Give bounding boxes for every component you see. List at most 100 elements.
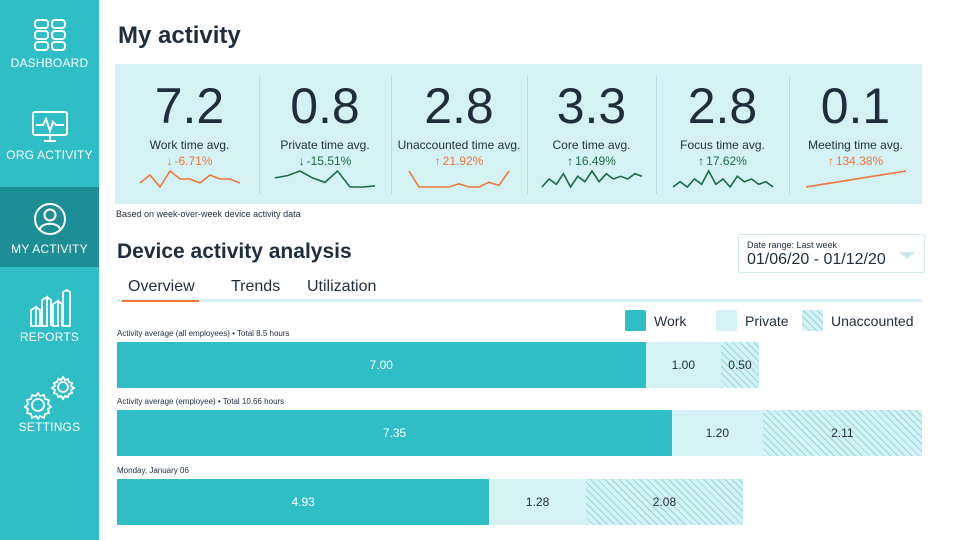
kpi-divider bbox=[259, 76, 260, 194]
tab-utilization[interactable]: Utilization bbox=[307, 278, 377, 295]
arrow-up-icon: ↑ bbox=[698, 154, 705, 168]
kpi-sparkline bbox=[672, 169, 773, 189]
sidebar: DASHBOARD ORG ACTIVITY MY ACTIVITY bbox=[0, 0, 99, 540]
work-segment[interactable]: 7.35 bbox=[117, 410, 673, 456]
kpi-name: Unaccounted time avg. bbox=[397, 138, 521, 152]
arrow-down-icon: ↓ bbox=[166, 154, 173, 168]
kpi-card[interactable]: 7.2 Work time avg. ↓ -6.71% bbox=[120, 64, 259, 204]
legend-unaccounted-label: Unaccounted bbox=[831, 312, 914, 329]
sparkline-path bbox=[139, 169, 240, 189]
tabs-baseline bbox=[117, 299, 922, 302]
kpi-change: ↑ 17.62% bbox=[656, 154, 789, 168]
nav-org-activity[interactable]: ORG ACTIVITY bbox=[0, 110, 99, 168]
sparkline-path bbox=[540, 169, 642, 189]
nav-settings[interactable]: SETTINGS bbox=[0, 374, 99, 440]
gears-icon bbox=[23, 375, 76, 420]
date-range-value: 01/06/20 - 01/12/20 bbox=[747, 251, 886, 268]
legend-work-swatch bbox=[625, 310, 646, 331]
tab-overview[interactable]: Overview bbox=[122, 278, 199, 302]
kpi-divider bbox=[656, 76, 657, 194]
nav-reports[interactable]: REPORTS bbox=[0, 288, 99, 346]
kpi-card[interactable]: 2.8 Unaccounted time avg. ↑ 21.92% bbox=[391, 64, 527, 204]
kpi-change: ↑ 21.92% bbox=[391, 154, 527, 168]
kpi-change: ↑ 134.38% bbox=[789, 154, 922, 168]
work-segment[interactable]: 4.93 bbox=[117, 479, 490, 525]
kpi-sparkline bbox=[139, 169, 240, 189]
kpi-sparkline bbox=[540, 169, 642, 189]
date-range-select[interactable]: Date range: Last week 01/06/20 - 01/12/2… bbox=[738, 234, 925, 273]
analysis-tabs: Overview Trends Utilization bbox=[117, 278, 922, 302]
nav-my-activity[interactable]: MY ACTIVITY bbox=[0, 187, 99, 267]
kpi-card[interactable]: 2.8 Focus time avg. ↑ 17.62% bbox=[656, 64, 789, 204]
chevron-down-icon[interactable] bbox=[899, 252, 915, 259]
kpi-sparkline bbox=[805, 170, 906, 188]
kpi-name: Meeting time avg. bbox=[808, 138, 903, 152]
activity-bar: 7.00 1.00 0.50 bbox=[117, 342, 759, 388]
date-range-label: Date range: Last week bbox=[747, 240, 838, 250]
private-segment[interactable]: 1.28 bbox=[489, 479, 586, 525]
activity-bar: 7.35 1.20 2.11 bbox=[117, 410, 922, 456]
arrow-up-icon: ↑ bbox=[567, 154, 574, 168]
kpi-name: Focus time avg. bbox=[680, 138, 765, 152]
kpi-change-value: 21.92% bbox=[442, 154, 484, 168]
dashboard-icon bbox=[33, 19, 66, 51]
legend-private-label: Private bbox=[745, 312, 789, 329]
kpi-value: 7.2 bbox=[154, 78, 225, 134]
bar-label: Activity average (all employees) • Total… bbox=[117, 329, 290, 338]
kpi-name: Core time avg. bbox=[552, 138, 631, 152]
legend-unaccounted-swatch bbox=[802, 310, 823, 331]
sparkline-path bbox=[672, 169, 773, 189]
kpi-change-value: -6.71% bbox=[174, 154, 213, 168]
arrow-down-icon: ↓ bbox=[298, 154, 305, 168]
bar-chart-icon bbox=[29, 288, 71, 327]
data-source-note: Based on week-over-week device activity … bbox=[116, 209, 301, 219]
bar-label: Monday, January 06 bbox=[117, 466, 189, 475]
kpi-card[interactable]: 0.1 Meeting time avg. ↑ 134.38% bbox=[789, 64, 922, 204]
nav-my-activity-label: MY ACTIVITY bbox=[11, 242, 88, 256]
sparkline-path bbox=[408, 170, 510, 188]
sparkline-path bbox=[274, 169, 376, 188]
monitor-activity-icon bbox=[31, 111, 68, 142]
kpi-change: ↓ -15.51% bbox=[259, 154, 391, 168]
nav-settings-label: SETTINGS bbox=[18, 420, 81, 434]
legend-work-label: Work bbox=[654, 312, 687, 329]
unaccounted-segment[interactable]: 2.08 bbox=[585, 479, 743, 525]
kpi-value: 0.8 bbox=[290, 78, 360, 134]
kpi-change: ↑ 16.49% bbox=[527, 154, 656, 168]
work-segment[interactable]: 7.00 bbox=[117, 342, 646, 388]
legend-private-swatch bbox=[716, 310, 737, 331]
nav-reports-label: REPORTS bbox=[19, 330, 80, 344]
kpi-divider bbox=[789, 76, 790, 194]
kpi-value: 2.8 bbox=[687, 78, 758, 134]
legend-work: Work bbox=[625, 310, 686, 331]
kpi-change-value: 16.49% bbox=[575, 154, 616, 168]
kpi-value: 0.1 bbox=[820, 78, 891, 134]
bar-label: Activity average (employee) • Total 10.6… bbox=[117, 397, 285, 406]
kpi-change-value: 134.38% bbox=[835, 154, 884, 168]
activity-bar: 4.93 1.28 2.08 bbox=[117, 479, 743, 525]
kpi-name: Work time avg. bbox=[149, 138, 230, 152]
kpi-divider bbox=[527, 76, 528, 194]
kpi-sparkline bbox=[408, 170, 510, 188]
kpi-change-value: -15.51% bbox=[306, 154, 352, 168]
section-title: Device activity analysis bbox=[117, 240, 352, 263]
kpi-card[interactable]: 3.3 Core time avg. ↑ 16.49% bbox=[527, 64, 656, 204]
kpi-panel: 7.2 Work time avg. ↓ -6.71% 0.8 Private time … bbox=[115, 64, 922, 204]
unaccounted-segment[interactable]: 2.11 bbox=[762, 410, 922, 456]
legend-unaccounted: Unaccounted bbox=[802, 310, 914, 331]
tab-trends[interactable]: Trends bbox=[231, 278, 281, 295]
kpi-change: ↓ -6.71% bbox=[120, 154, 259, 168]
kpi-change-value: 17.62% bbox=[706, 154, 747, 168]
user-icon bbox=[33, 203, 66, 235]
kpi-card[interactable]: 0.8 Private time avg. ↓ -15.51% bbox=[259, 64, 391, 204]
nav-dashboard[interactable]: DASHBOARD bbox=[0, 18, 99, 76]
kpi-value: 2.8 bbox=[424, 78, 494, 134]
page-title: My activity bbox=[118, 22, 241, 49]
arrow-up-icon: ↑ bbox=[827, 154, 834, 168]
legend-private: Private bbox=[716, 310, 789, 331]
nav-dashboard-label: DASHBOARD bbox=[10, 56, 89, 70]
private-segment[interactable]: 1.20 bbox=[672, 410, 763, 456]
kpi-divider bbox=[391, 76, 392, 194]
unaccounted-segment[interactable]: 0.50 bbox=[721, 342, 759, 388]
private-segment[interactable]: 1.00 bbox=[645, 342, 722, 388]
